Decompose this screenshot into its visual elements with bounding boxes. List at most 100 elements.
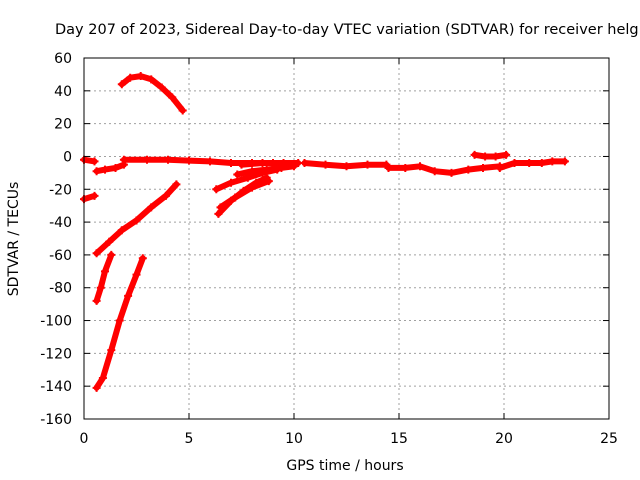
data-point	[172, 180, 181, 189]
data-point	[115, 316, 124, 325]
data-point	[119, 155, 128, 164]
data-point	[300, 159, 309, 168]
y-ticks: -160 -140 -120 -100 -80 -60 -40 -20 0 20 40 60	[40, 51, 609, 428]
x-tick-label: 20	[495, 431, 513, 447]
data-point	[124, 291, 133, 300]
data-point	[227, 159, 235, 168]
data-point	[92, 383, 101, 392]
data-point	[248, 183, 256, 192]
data-point	[495, 163, 504, 172]
y-tick-label: -60	[49, 248, 72, 264]
data-point	[258, 159, 267, 168]
series-arc-5	[92, 180, 181, 258]
series-band	[93, 161, 127, 175]
data-point	[502, 150, 511, 159]
data-point	[537, 159, 546, 168]
y-axis-label: SDTVAR / TECUs	[6, 182, 22, 297]
data-point	[101, 165, 109, 174]
data-point	[117, 80, 126, 89]
data-point	[147, 203, 156, 212]
x-axis-label: GPS time / hours	[286, 458, 403, 474]
series-arc-3	[92, 160, 128, 176]
data-point	[178, 106, 187, 115]
plot-frame	[83, 57, 610, 420]
data-point	[214, 209, 223, 218]
data-point	[168, 93, 177, 102]
data-point	[161, 191, 170, 200]
data-point	[138, 254, 147, 263]
series-arc-11	[216, 177, 273, 212]
data-point	[237, 160, 246, 169]
y-tick-label: -140	[40, 379, 72, 395]
series-band	[471, 151, 510, 160]
series-band	[238, 160, 302, 168]
data-point	[107, 346, 116, 355]
data-point	[216, 203, 225, 212]
data-point	[96, 283, 105, 292]
data-point	[143, 155, 151, 164]
data-point	[470, 150, 479, 159]
x-tick-label: 0	[80, 431, 89, 447]
data-point	[279, 159, 288, 168]
data-point	[164, 155, 172, 164]
data-point	[92, 249, 101, 258]
x-tick-label: 15	[390, 431, 408, 447]
x-tick-label: 25	[600, 431, 618, 447]
data-point	[363, 160, 372, 169]
series-arc-7	[92, 254, 147, 392]
data-point	[430, 167, 439, 176]
data-points	[80, 72, 569, 392]
data-point	[227, 178, 235, 187]
data-point	[132, 216, 141, 225]
data-point	[92, 296, 101, 305]
data-point	[248, 167, 256, 176]
series-arc-16	[470, 150, 511, 161]
x-tick-label: 10	[285, 431, 303, 447]
y-tick-label: -100	[40, 314, 72, 330]
data-point	[111, 163, 120, 172]
x-ticks: 0 5 10 15 20 25	[80, 58, 618, 447]
y-tick-label: 40	[54, 84, 72, 100]
data-point	[105, 237, 114, 246]
data-point	[510, 159, 519, 168]
data-point	[416, 162, 424, 171]
y-tick-label: -40	[49, 215, 72, 231]
data-point	[212, 185, 221, 194]
data-point	[132, 270, 141, 279]
data-point	[107, 250, 116, 259]
data-point	[157, 83, 166, 92]
y-tick-label: 20	[54, 117, 72, 133]
series-arc-14	[300, 159, 391, 171]
x-tick-label: 5	[185, 431, 194, 447]
series-band	[93, 251, 115, 304]
data-point	[321, 160, 330, 169]
data-point	[384, 163, 393, 172]
series-arc-17	[495, 157, 569, 172]
data-point	[525, 159, 534, 168]
data-point	[90, 191, 99, 200]
series-arc-12	[233, 162, 298, 179]
data-point	[117, 226, 126, 235]
data-point	[262, 165, 271, 174]
y-tick-label: -80	[49, 281, 72, 297]
data-point	[479, 163, 487, 172]
y-tick-label: 0	[63, 149, 72, 165]
grid	[84, 58, 609, 419]
data-point	[126, 73, 135, 82]
data-point	[342, 162, 351, 171]
data-point	[401, 163, 410, 172]
y-tick-label: -20	[49, 182, 72, 198]
data-point	[464, 165, 473, 174]
data-point	[92, 167, 101, 176]
data-point	[560, 157, 569, 166]
series-arc-6	[92, 250, 116, 305]
series-arc-1	[80, 155, 99, 166]
data-point	[491, 152, 500, 161]
data-point	[101, 267, 109, 276]
series-arc-4	[117, 72, 187, 115]
data-point	[264, 177, 273, 186]
data-point	[548, 157, 557, 166]
series-arc-2	[80, 191, 99, 204]
chart-title: Day 207 of 2023, Sidereal Day-to-day VTE…	[55, 22, 639, 38]
